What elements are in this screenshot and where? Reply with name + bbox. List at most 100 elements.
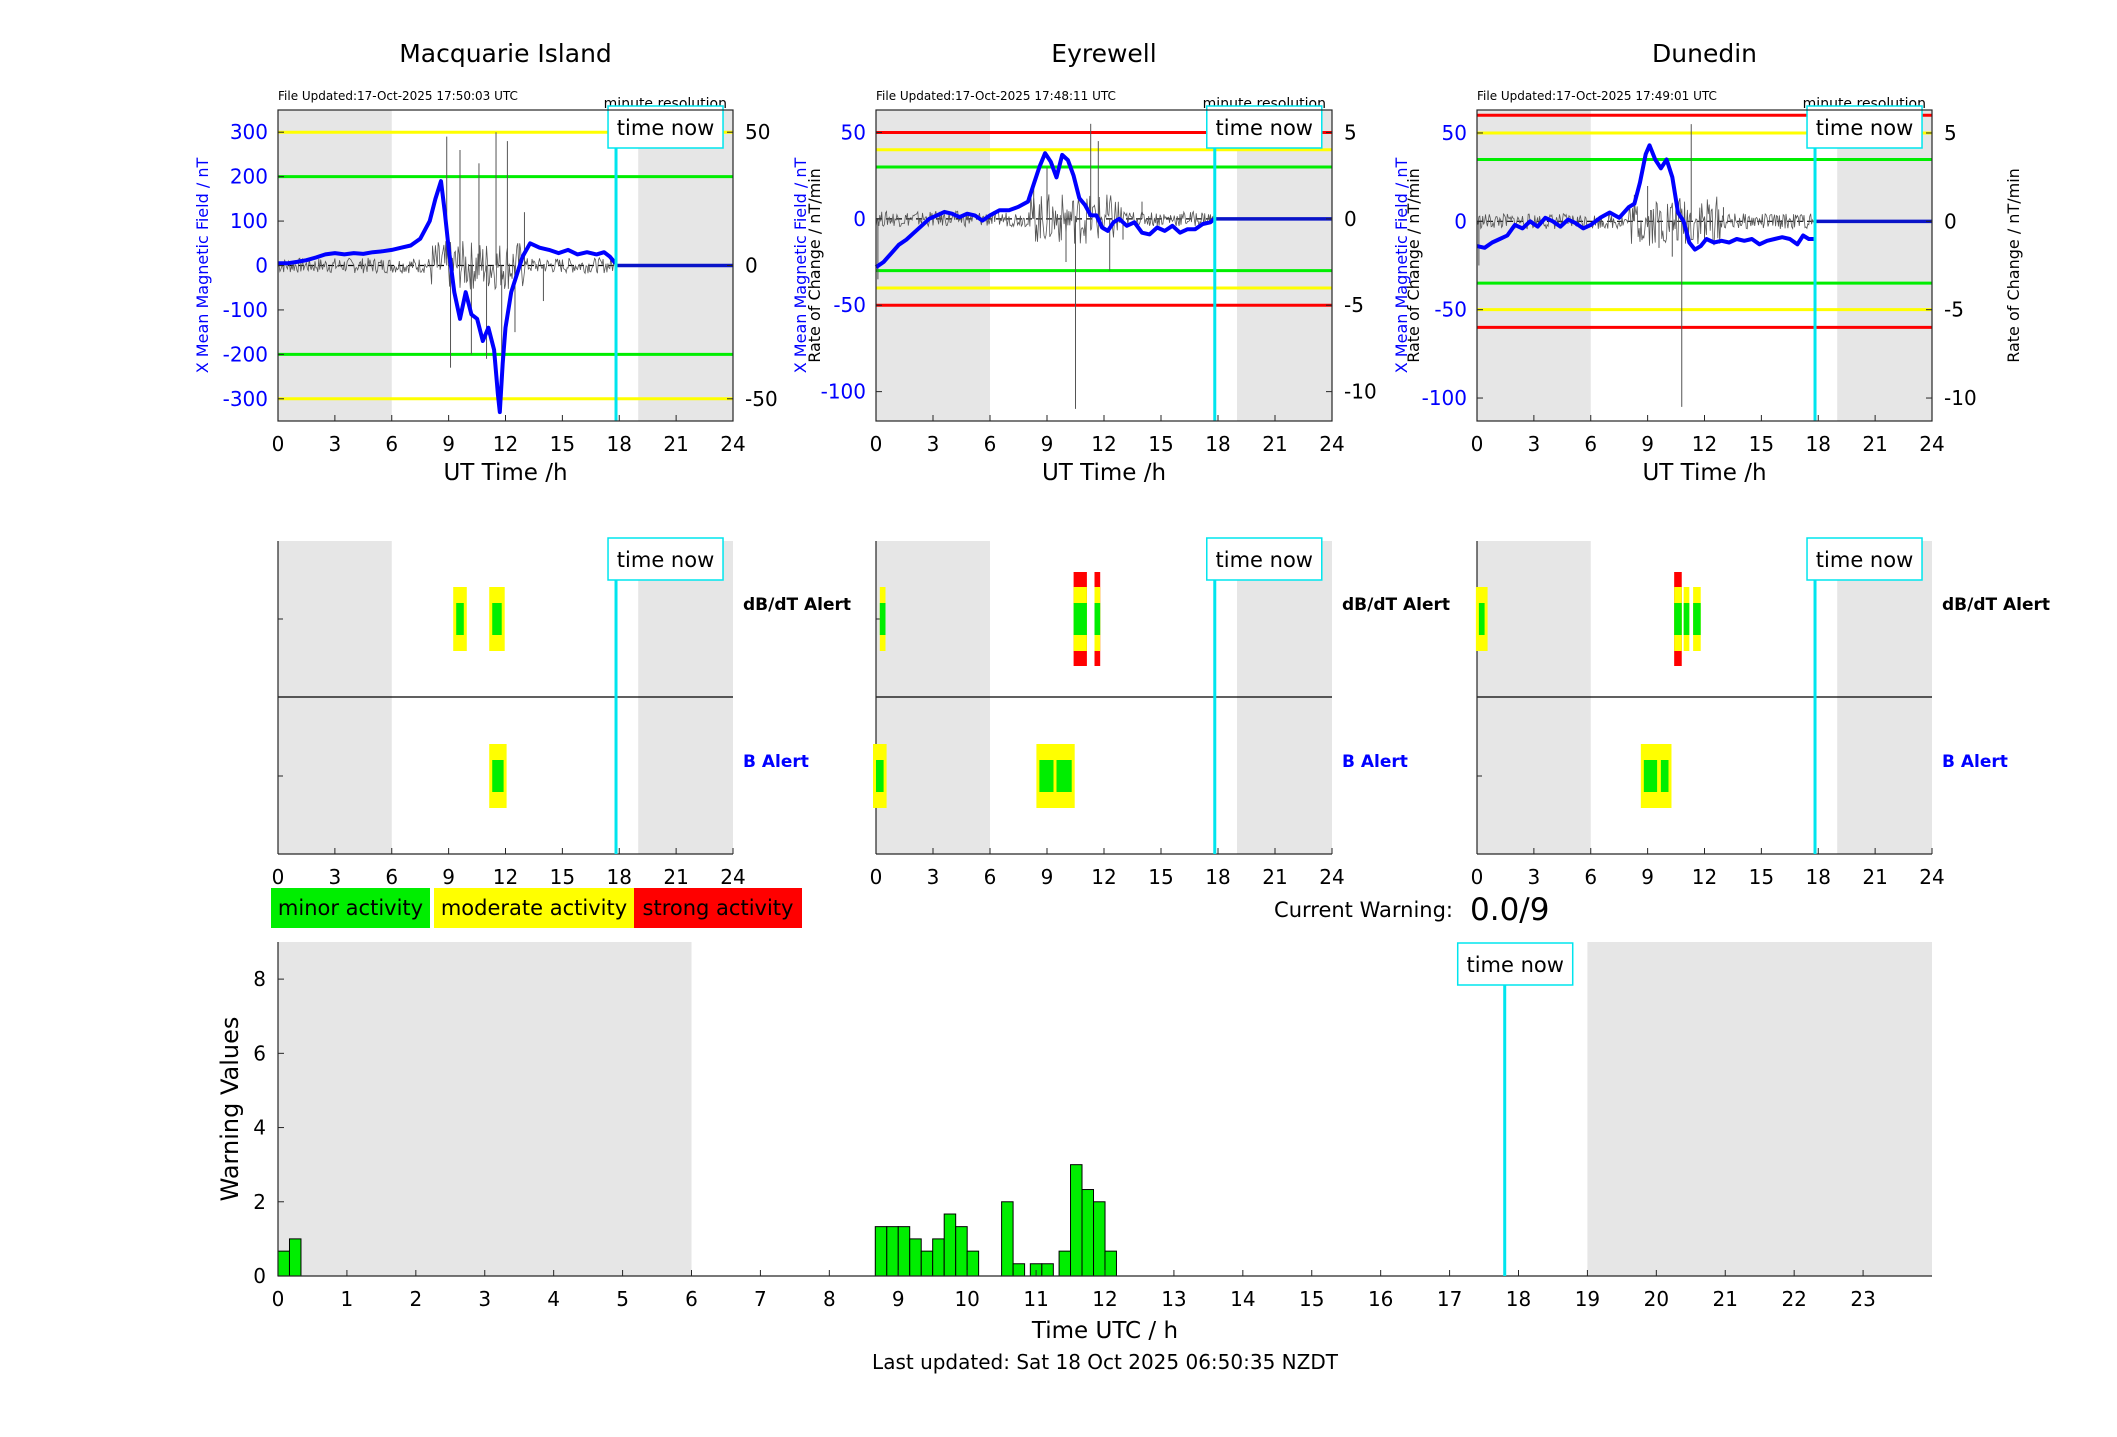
alert-panel: time now 0 3 6 9 12 15 18 21 24 dB/dT Alert B Alert <box>870 537 1450 889</box>
dbdt-alert-minor <box>1094 603 1101 635</box>
night-shade <box>1587 942 1932 1276</box>
xtick-label: 18 <box>1806 865 1831 889</box>
time-now-label: time now <box>1816 548 1913 572</box>
ytick-label: -100 <box>821 380 866 404</box>
xtick-label: 9 <box>1041 432 1054 456</box>
ytick-label: -100 <box>1422 386 1467 410</box>
station-title: Macquarie Island <box>399 39 612 68</box>
warning-bar <box>1058 1250 1072 1277</box>
xtick-label: 2 <box>409 1287 422 1311</box>
xtick-label: 24 <box>1919 432 1944 456</box>
xtick-label: 0 <box>870 865 883 889</box>
warning-bar <box>1070 1164 1083 1277</box>
warning-bar <box>874 1226 888 1277</box>
xtick-label: 21 <box>1862 865 1887 889</box>
xtick-label: 9 <box>1641 432 1654 456</box>
file-updated: File Updated:17-Oct-2025 17:49:01 UTC <box>1477 89 1717 103</box>
xtick-label: 23 <box>1850 1287 1875 1311</box>
time-now-box <box>607 537 724 581</box>
xtick-label: 24 <box>1919 865 1944 889</box>
ytick-label: 200 <box>230 165 268 189</box>
x-axis-label: Time UTC / h <box>1031 1318 1178 1344</box>
ytick-label: 6 <box>253 1041 266 1065</box>
xtick-label: 21 <box>663 432 688 456</box>
xtick-label: 16 <box>1368 1287 1393 1311</box>
ytick-label: 2 <box>253 1190 266 1214</box>
ytick-right-label: -50 <box>745 387 778 411</box>
ytick-label: -50 <box>1434 298 1467 322</box>
x-axis-label: UT Time /h <box>443 460 567 486</box>
time-now-box <box>1206 537 1323 581</box>
warning-bar <box>1093 1201 1106 1277</box>
ytick-label: 0 <box>1454 209 1467 233</box>
xtick-label: 0 <box>272 865 285 889</box>
time-now-label: time now <box>617 116 714 140</box>
xtick-label: 0 <box>870 432 883 456</box>
ytick-right-label: -10 <box>1344 380 1377 404</box>
dbdt-alert-minor <box>1674 603 1682 635</box>
xtick-label: 13 <box>1161 1287 1186 1311</box>
y-axis-label-left: X Mean Magnetic Field / nT <box>193 158 212 374</box>
xtick-label: 6 <box>385 865 398 889</box>
b-alert-minor <box>1660 760 1669 792</box>
time-now-label: time now <box>617 548 714 572</box>
xtick-label: 12 <box>493 865 518 889</box>
ytick-right-label: 5 <box>1344 120 1357 144</box>
b-alert-label: B Alert <box>1342 752 1408 772</box>
xtick-label: 24 <box>720 432 745 456</box>
time-now-label: time now <box>1216 548 1313 572</box>
b-alert-minor <box>1039 760 1055 792</box>
ytick-label: -50 <box>833 293 866 317</box>
last-updated: Last updated: Sat 18 Oct 2025 06:50:35 N… <box>872 1350 1339 1374</box>
xtick-label: 9 <box>442 432 455 456</box>
y-axis-label-right: Rate of Change / nT/min <box>2004 168 2023 363</box>
b-alert-minor <box>876 760 884 792</box>
dbdt-alert-minor <box>1693 603 1701 635</box>
xtick-label: 24 <box>1319 865 1344 889</box>
xtick-label: 6 <box>685 1287 698 1311</box>
night-shade <box>876 110 990 421</box>
time-now-label: time now <box>1466 953 1563 977</box>
xtick-label: 0 <box>1471 432 1484 456</box>
ytick-right-label: 50 <box>745 120 770 144</box>
warning-bar <box>909 1238 922 1277</box>
y-axis-label-right: Rate of Change / nT/min <box>805 168 824 363</box>
xtick-label: 15 <box>550 865 575 889</box>
warning-bar <box>897 1226 911 1277</box>
xtick-label: 9 <box>892 1287 905 1311</box>
dbdt-alert-minor <box>1073 603 1087 635</box>
ytick-right-label: 5 <box>1944 121 1957 145</box>
ytick-label: 0 <box>255 254 268 278</box>
xtick-label: 21 <box>1713 1287 1738 1311</box>
xtick-label: 3 <box>478 1287 491 1311</box>
ytick-right-label: -5 <box>1944 298 1964 322</box>
mean-field-line <box>1476 143 1815 252</box>
warning-bar <box>1081 1189 1095 1277</box>
xtick-label: 6 <box>984 865 997 889</box>
xtick-label: 15 <box>1749 865 1774 889</box>
ytick-label: -300 <box>223 387 268 411</box>
b-alert-minor <box>1643 760 1658 792</box>
dbdt-alert-label: dB/dT Alert <box>1342 595 1450 615</box>
xtick-label: 15 <box>1148 865 1173 889</box>
xtick-label: 6 <box>385 432 398 456</box>
mean-field-line <box>874 151 1216 269</box>
b-alert-label: B Alert <box>1942 752 2008 772</box>
activity-legend: minor activity moderate activity strong ac… <box>271 888 802 928</box>
dbdt-alert-minor <box>1478 603 1485 635</box>
dbdt-alert-label: dB/dT Alert <box>1942 595 2050 615</box>
warning-bar <box>920 1250 934 1277</box>
legend-moderate-label: moderate activity <box>441 896 627 920</box>
rate-of-change-line <box>1476 196 1815 246</box>
legend-minor-swatch <box>271 888 430 928</box>
xtick-label: 22 <box>1781 1287 1806 1311</box>
time-now-box <box>1806 537 1923 581</box>
xtick-label: 18 <box>1806 432 1831 456</box>
time-now-label: time now <box>1216 116 1313 140</box>
xtick-label: 9 <box>442 865 455 889</box>
xtick-label: 21 <box>663 865 688 889</box>
